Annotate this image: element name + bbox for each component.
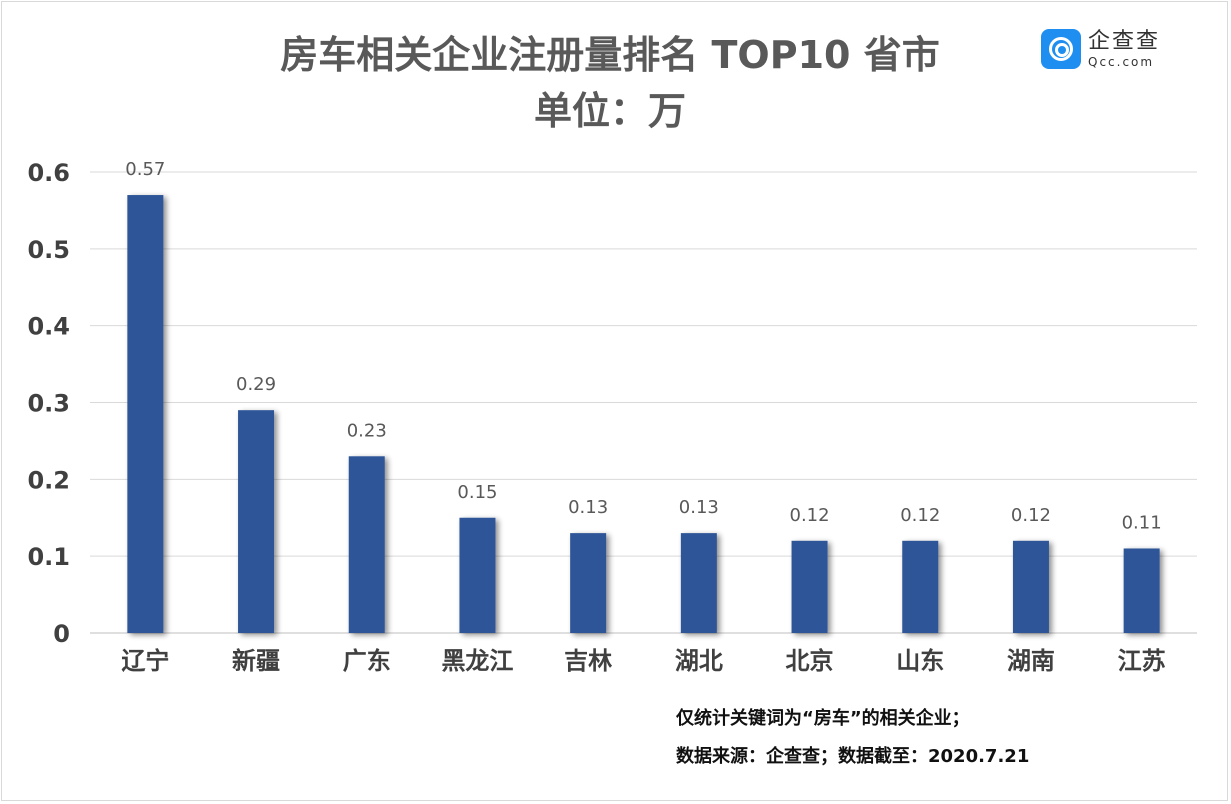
bar xyxy=(902,540,939,633)
x-tick-label: 新疆 xyxy=(232,647,280,675)
x-tick-label: 广东 xyxy=(343,647,391,675)
x-tick-label: 辽宁 xyxy=(121,647,169,675)
data-label: 0.11 xyxy=(1122,512,1162,533)
y-tick-label: 0 xyxy=(53,620,70,648)
chart-subtitle: 单位：万 xyxy=(533,89,686,133)
data-label: 0.12 xyxy=(1011,505,1051,526)
y-tick-label: 0.2 xyxy=(27,466,70,494)
bar xyxy=(1123,548,1160,633)
x-tick-label: 湖南 xyxy=(1007,647,1055,675)
y-tick-label: 0.1 xyxy=(27,543,70,571)
bar xyxy=(127,195,164,634)
data-label: 0.57 xyxy=(125,159,165,180)
data-label: 0.13 xyxy=(679,497,719,518)
data-label: 0.23 xyxy=(347,420,387,441)
chart-title: 房车相关企业注册量排名 TOP10 省市 xyxy=(280,33,940,77)
footnote-source: 数据来源：企查查；数据截至：2020.7.21 xyxy=(676,746,1030,767)
x-tick-label: 北京 xyxy=(786,647,834,675)
bar xyxy=(348,456,385,633)
bar xyxy=(570,533,607,633)
y-tick-label: 0.5 xyxy=(27,236,70,264)
y-tick-label: 0.4 xyxy=(27,313,70,341)
logo-cn: 企查查 xyxy=(1088,28,1161,54)
x-tick-label: 湖北 xyxy=(675,647,723,675)
data-label: 0.12 xyxy=(900,505,940,526)
x-tick-label: 黑龙江 xyxy=(441,647,513,675)
x-tick-label: 江苏 xyxy=(1118,647,1166,675)
x-tick-label: 山东 xyxy=(896,647,944,675)
bar xyxy=(459,517,496,633)
bar xyxy=(1012,540,1049,633)
data-label: 0.29 xyxy=(236,374,276,395)
y-tick-label: 0.3 xyxy=(27,390,70,418)
bar xyxy=(680,533,717,633)
qcc-logo-icon xyxy=(1041,29,1081,69)
data-label: 0.12 xyxy=(790,505,830,526)
data-label: 0.15 xyxy=(457,482,497,503)
x-tick-label: 吉林 xyxy=(564,647,612,675)
y-tick-label: 0.6 xyxy=(27,159,70,187)
data-label: 0.13 xyxy=(568,497,608,518)
bar xyxy=(791,540,828,633)
bar xyxy=(238,410,275,633)
logo-en: Qcc.com xyxy=(1088,54,1155,69)
qcc-logo: 企查查 Qcc.com xyxy=(1041,29,1160,69)
footnote-scope: 仅统计关键词为“房车”的相关企业； xyxy=(676,708,970,729)
